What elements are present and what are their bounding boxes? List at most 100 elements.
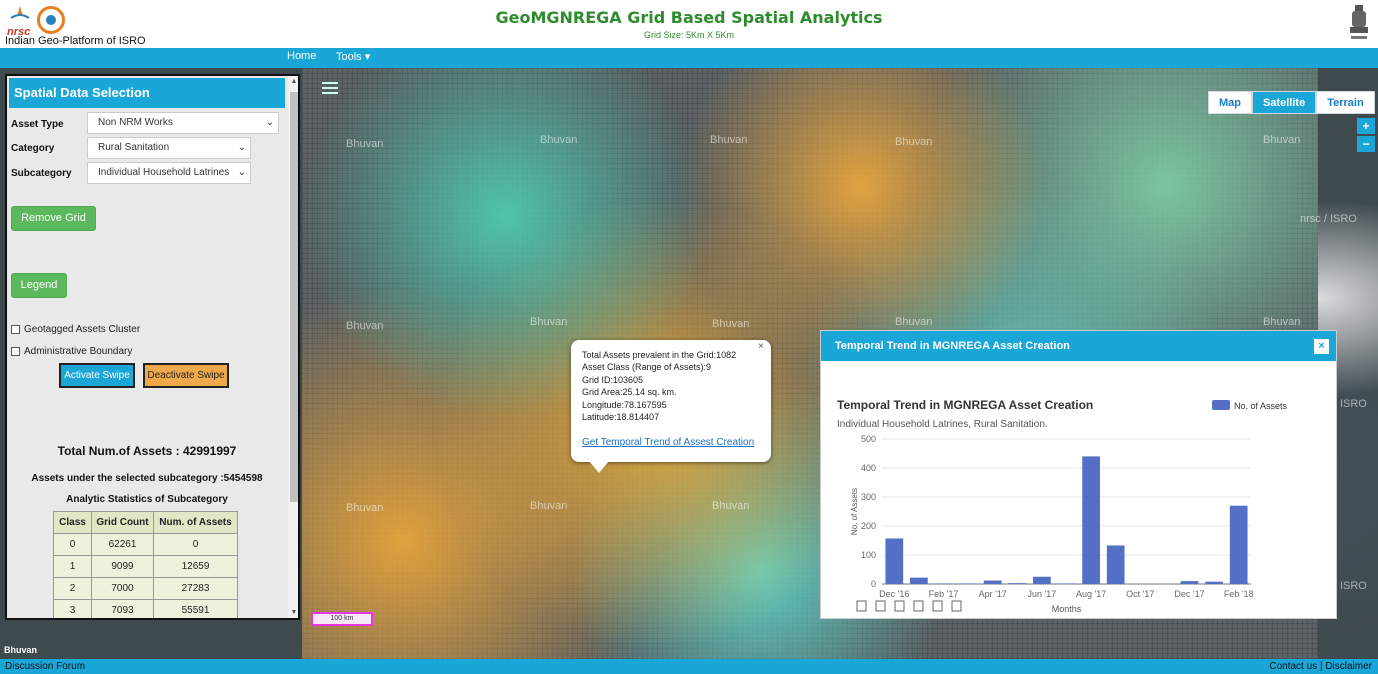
bar	[1008, 583, 1027, 584]
table-cell: 3	[53, 599, 92, 618]
geotagged-cluster-option: Geotagged Assets Cluster	[11, 324, 140, 335]
x-axis-label: Months	[1052, 604, 1082, 614]
table-row: 1 9099 12659	[53, 555, 238, 578]
bar	[1033, 576, 1051, 584]
admin-boundary-checkbox[interactable]	[11, 347, 20, 356]
asset-type-label: Asset Type	[11, 119, 64, 130]
y-tick-label: 400	[861, 463, 876, 473]
zoom-in-button[interactable]: +	[1357, 118, 1375, 134]
y-tick-label: 500	[861, 434, 876, 444]
map-type-map-button[interactable]: Map	[1208, 91, 1252, 114]
map-watermark: Bhuvan	[712, 318, 750, 330]
x-tick-label: Dec '16	[879, 589, 909, 599]
map-watermark: Bhuvan	[710, 134, 748, 146]
map-watermark: Bhuvan	[1263, 134, 1301, 146]
table-cell: 0	[153, 533, 238, 556]
chevron-down-icon: ⌄	[237, 167, 246, 178]
chevron-down-icon: ⌄	[265, 117, 274, 128]
data-view-icon	[856, 600, 867, 612]
crop-icon	[932, 600, 943, 612]
bar	[1180, 581, 1199, 584]
popup-info-line: Asset Class (Range of Assets):9	[582, 362, 712, 372]
panel-scrollbar[interactable]: ▲ ▼	[288, 76, 298, 618]
layer-menu-icon[interactable]	[322, 82, 338, 94]
footer-links[interactable]: Contact us | Disclaimer	[1269, 661, 1372, 672]
asset-type-select[interactable]: Non NRM Works ⌄	[87, 112, 279, 134]
nav-tools-menu[interactable]: Tools ▾	[336, 51, 371, 63]
bar	[910, 577, 928, 584]
spatial-data-panel: Spatial Data Selection ▲ ▼ Asset Type No…	[5, 74, 300, 620]
page-subtitle: Grid Size: 5Km X 5Km	[643, 30, 735, 40]
chevron-down-icon: ⌄	[237, 142, 246, 153]
grid-info-popup: × Total Assets prevalent in the Grid:108…	[571, 340, 771, 473]
bhuvan-logo-icon	[37, 6, 65, 34]
discussion-forum-link[interactable]: Discussion Forum	[5, 661, 86, 672]
map-watermark: Bhuvan	[1263, 316, 1301, 328]
table-row: 0 62261 0	[53, 533, 238, 556]
map-watermark: nrsc / ISRO	[1300, 213, 1357, 225]
legend-button[interactable]: Legend	[11, 273, 67, 298]
category-label: Category	[11, 143, 55, 154]
nrsc-logo-text: nrsc	[7, 26, 31, 38]
popup-pointer	[589, 461, 609, 473]
logo[interactable]: nrsc Indian Geo-Platform of ISRO	[5, 4, 146, 47]
table-header: Class	[53, 511, 92, 534]
y-tick-label: 100	[861, 550, 876, 560]
map-type-satellite-button[interactable]: Satellite	[1252, 91, 1317, 114]
restore-icon	[913, 600, 924, 612]
y-tick-label: 200	[861, 521, 876, 531]
download-icon	[951, 600, 962, 612]
scroll-thumb[interactable]	[290, 92, 298, 502]
footer: Discussion Forum Contact us | Disclaimer	[0, 659, 1378, 674]
x-tick-label: Jun '17	[1028, 589, 1057, 599]
popup-info-line: Longitude:78.167595	[582, 400, 667, 410]
bar	[1057, 583, 1076, 584]
map-watermark: Bhuvan	[530, 316, 568, 328]
map-credit: Bhuvan	[4, 645, 38, 655]
table-cell: 12659	[153, 555, 238, 578]
table-cell: 27283	[153, 577, 238, 600]
x-tick-label: Feb '17	[929, 589, 959, 599]
table-cell: 62261	[91, 533, 154, 556]
table-row: 3 7093 55591	[53, 599, 238, 618]
total-assets-text: Total Num.of Assets : 42991997	[57, 444, 237, 458]
chart-close-button[interactable]: ×	[1314, 339, 1329, 354]
national-emblem-icon	[1350, 5, 1368, 39]
bar	[1229, 505, 1248, 584]
page-title: GeoMGNREGA Grid Based Spatial Analytics	[495, 8, 883, 27]
geotagged-cluster-label: Geotagged Assets Cluster	[24, 324, 141, 335]
scroll-down-icon[interactable]: ▼	[290, 609, 298, 616]
admin-boundary-label: Administrative Boundary	[24, 346, 133, 357]
table-cell: 0	[53, 533, 92, 556]
bar	[1106, 545, 1125, 584]
popup-close-icon[interactable]: ×	[758, 341, 764, 352]
bar	[983, 580, 1002, 584]
map-watermark: Bhuvan	[530, 500, 568, 512]
remove-grid-button[interactable]: Remove Grid	[11, 206, 96, 231]
map-watermark: Bhuvan	[346, 502, 384, 514]
category-select[interactable]: Rural Sanitation ⌄	[87, 137, 251, 159]
map-type-terrain-button[interactable]: Terrain	[1316, 91, 1375, 114]
nav-home-link[interactable]: Home	[287, 50, 317, 62]
map-watermark: Bhuvan	[895, 316, 933, 328]
isro-logo-icon	[10, 6, 30, 19]
deactivate-swipe-button[interactable]: Deactivate Swipe	[143, 363, 229, 388]
x-tick-label: Dec '17	[1174, 589, 1204, 599]
activate-swipe-button[interactable]: Activate Swipe	[59, 363, 135, 388]
bar	[1205, 581, 1223, 584]
admin-boundary-option: Administrative Boundary	[11, 346, 132, 357]
table-header: Grid Count	[91, 511, 154, 534]
temporal-trend-link[interactable]: Get Temporal Trend of Assest Creation	[582, 437, 755, 448]
table-row: 2 7000 27283	[53, 577, 238, 600]
subcategory-value: Individual Household Latrines	[98, 167, 230, 178]
x-tick-label: Apr '17	[979, 589, 1007, 599]
subcategory-label: Subcategory	[11, 168, 72, 179]
scroll-up-icon[interactable]: ▲	[290, 78, 298, 85]
map-watermark: Bhuvan	[712, 500, 750, 512]
subcategory-select[interactable]: Individual Household Latrines ⌄	[87, 162, 251, 184]
chart-title: Temporal Trend in MGNREGA Asset Creation	[837, 398, 1093, 412]
zoom-out-button[interactable]: −	[1357, 136, 1375, 152]
geotagged-cluster-checkbox[interactable]	[11, 325, 20, 334]
map-watermark: Bhuvan	[346, 138, 384, 150]
bar	[885, 538, 904, 584]
